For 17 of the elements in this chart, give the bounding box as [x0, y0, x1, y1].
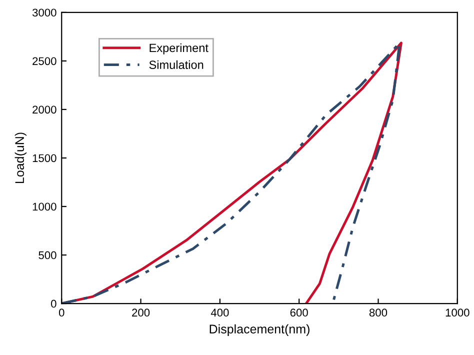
x-tick-label: 600	[290, 308, 308, 317]
y-tick-label: 2500	[32, 57, 56, 66]
x-tick-label: 0	[58, 308, 64, 317]
legend-label: Simulation	[149, 60, 204, 70]
x-tick-label: 400	[210, 308, 229, 317]
y-tick-label: 1000	[32, 202, 56, 211]
x-tick-label: 800	[369, 308, 388, 317]
x-tick-label: 1000	[446, 308, 470, 317]
y-tick-label: 500	[38, 251, 56, 260]
y-tick-label: 0	[51, 300, 56, 308]
y-axis-title: Load(uN)	[14, 132, 26, 184]
y-tick-label: 3000	[32, 8, 56, 17]
legend-label: Experiment	[150, 43, 208, 54]
x-tick-label: 200	[132, 308, 150, 317]
x-axis-title: Displacement(nm)	[210, 324, 310, 336]
y-tick-label: 2000	[32, 106, 56, 114]
y-tick-label: 1500	[32, 154, 56, 162]
